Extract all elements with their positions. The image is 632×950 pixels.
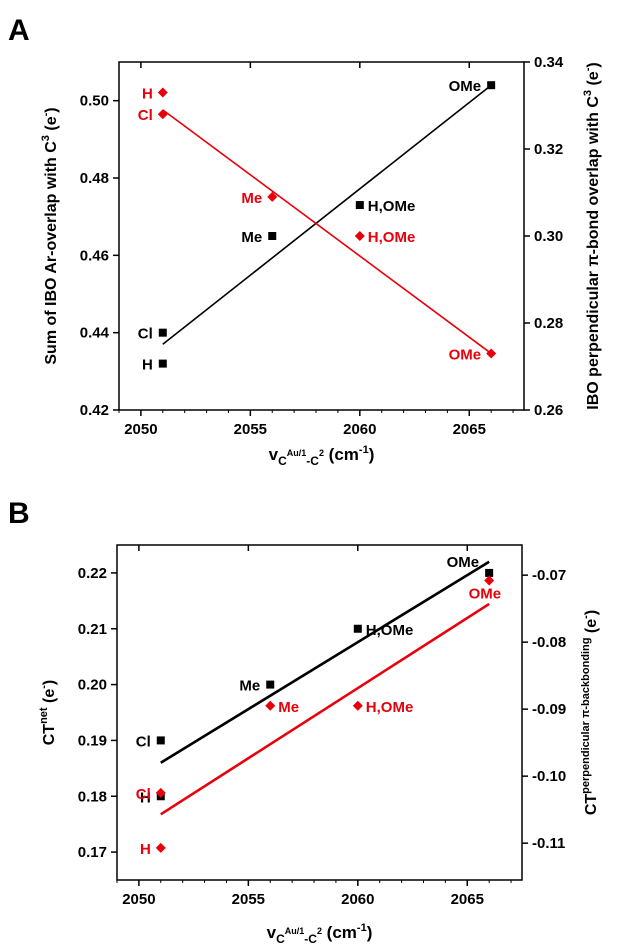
y-left-axis-label: Sum of IBO Ar-overlap with C3 (e-)	[40, 107, 60, 364]
y-left-tick-label: 0.20	[78, 677, 107, 694]
data-point-square	[487, 81, 496, 90]
y-right-axis-label: IBO perpendicular π-bond overlap with C3…	[582, 62, 602, 409]
fit-line-right	[160, 602, 490, 816]
y-right-tick-label: -0.11	[532, 835, 565, 852]
data-point-diamond	[486, 348, 497, 359]
x-tick-label: 2050	[124, 421, 157, 438]
y-right-tick-label: -0.10	[532, 768, 566, 785]
data-label: Me	[278, 699, 299, 716]
data-label: H,OMe	[366, 699, 414, 716]
data-label: H,OMe	[368, 198, 416, 215]
data-point-diamond	[157, 87, 168, 98]
y-right-tick-label: -0.08	[532, 634, 566, 651]
y-right-tick-label: -0.07	[532, 567, 566, 584]
data-label: H	[142, 85, 153, 102]
y-left-tick-label: 0.48	[80, 170, 109, 187]
y-right-axis-label: CTperpendicular π-backbonding (e-)	[580, 610, 600, 815]
data-point-square	[355, 201, 364, 210]
data-label: Cl	[136, 786, 151, 803]
x-tick-label: 2060	[341, 891, 374, 908]
y-left-tick-label: 0.18	[78, 788, 107, 805]
data-point-diamond	[265, 700, 276, 711]
x-axis-label: vCAu/1-C2 (cm-1)	[267, 922, 373, 946]
data-label: H,OMe	[368, 229, 416, 246]
data-label: H	[140, 841, 151, 858]
data-point-square	[353, 624, 362, 633]
y-right-tick-label: 0.26	[534, 402, 563, 419]
data-point-diamond	[354, 231, 365, 241]
fit-line-right	[162, 109, 492, 355]
data-point-diamond	[155, 787, 166, 798]
fit-line-left	[160, 560, 490, 764]
data-label: OMe	[469, 586, 502, 603]
data-label: Cl	[136, 733, 151, 750]
data-label: Me	[239, 678, 260, 695]
y-right-tick-label: -0.09	[532, 701, 566, 718]
panel-label: B	[8, 497, 30, 530]
data-label: H,OMe	[366, 622, 414, 639]
data-label: OMe	[447, 554, 480, 571]
data-point-diamond	[352, 700, 363, 711]
x-tick-label: 2060	[343, 421, 376, 438]
y-right-tick-label: 0.32	[534, 141, 563, 158]
x-tick-label: 2055	[234, 421, 267, 438]
y-right-tick-label: 0.28	[534, 315, 563, 332]
data-point-square	[266, 680, 275, 689]
chart-panel-A: A 2050 2055 2060 2065 0.42 0.44 0.46 0.48 0.50 0.2…	[8, 14, 602, 468]
y-left-tick-label: 0.21	[78, 621, 107, 638]
data-point-diamond	[267, 191, 278, 202]
x-tick-label: 2065	[453, 421, 486, 438]
x-tick-label: 2065	[451, 891, 484, 908]
data-label: H	[142, 357, 153, 374]
data-point-square	[156, 736, 165, 745]
data-label: Me	[241, 229, 262, 246]
y-left-tick-label: 0.42	[80, 402, 109, 419]
plot-frame	[116, 544, 523, 881]
x-tick-label: 2055	[232, 891, 265, 908]
data-label: OMe	[449, 78, 482, 95]
y-right-tick-label: 0.30	[534, 228, 563, 245]
x-axis-label: vCAu/1-C2 (cm-1)	[269, 444, 375, 468]
data-label: OMe	[449, 346, 482, 363]
data-label: Cl	[138, 107, 153, 124]
data-point-diamond	[484, 575, 495, 586]
y-left-axis-label: CTnet (e-)	[38, 680, 58, 746]
data-point-square	[268, 232, 277, 240]
data-label: Me	[241, 190, 262, 207]
y-left-tick-label: 0.17	[78, 844, 107, 861]
data-point-square	[158, 328, 167, 337]
y-left-tick-label: 0.19	[78, 732, 107, 749]
y-left-tick-label: 0.44	[80, 325, 110, 342]
x-tick-label: 2050	[122, 891, 155, 908]
data-point-diamond	[155, 842, 166, 853]
data-point-diamond	[157, 109, 168, 120]
chart-panel-B: B 2050 2055 2060 2065 0.17 0.18 0.19 0.20 0.21 0.2…	[8, 497, 600, 946]
y-left-tick-label: 0.46	[80, 247, 109, 264]
y-left-tick-label: 0.50	[80, 93, 109, 110]
fit-line-left	[162, 84, 492, 345]
data-label: Cl	[138, 326, 153, 343]
data-label: H	[140, 789, 151, 806]
panel-label: A	[8, 14, 30, 47]
data-point-square	[158, 359, 167, 368]
y-left-tick-label: 0.22	[78, 565, 107, 582]
data-point-square	[485, 568, 494, 577]
y-right-tick-label: 0.34	[534, 54, 564, 71]
